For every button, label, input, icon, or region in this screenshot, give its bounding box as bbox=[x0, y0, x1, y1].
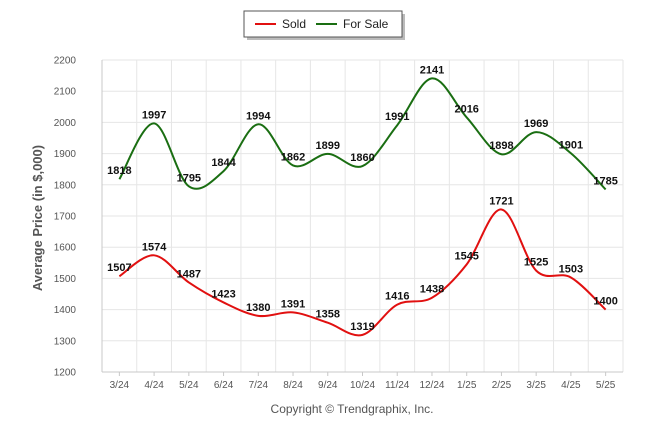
data-label-sold: 1507 bbox=[107, 262, 131, 274]
x-tick-label: 3/24 bbox=[110, 380, 130, 391]
data-label-for-sale: 1991 bbox=[385, 111, 409, 123]
x-tick-label: 4/25 bbox=[561, 380, 581, 391]
data-label-for-sale: 1899 bbox=[316, 140, 340, 152]
data-label-sold: 1400 bbox=[593, 296, 617, 308]
data-label-sold: 1487 bbox=[177, 268, 201, 280]
x-tick-label: 5/25 bbox=[596, 380, 616, 391]
axis-layer: 1200 1300 1400 1500 1600 1700 1800 1900 2000 2100… bbox=[54, 56, 623, 391]
y-tick-label: 1300 bbox=[54, 336, 77, 347]
data-label-for-sale: 1818 bbox=[107, 165, 131, 177]
x-tick-label: 2/25 bbox=[492, 380, 512, 391]
y-tick-label: 1800 bbox=[54, 180, 77, 191]
data-label-sold: 1525 bbox=[524, 257, 548, 269]
x-tick-label: 6/24 bbox=[214, 380, 234, 391]
data-label-layer: 1507 1574 1487 1423 1380 1391 1358 1319 1416 1438… bbox=[107, 64, 618, 332]
data-label-sold: 1503 bbox=[559, 263, 583, 275]
data-label-for-sale: 1997 bbox=[142, 109, 166, 121]
data-label-for-sale: 2016 bbox=[454, 103, 478, 115]
x-tick-label: 5/24 bbox=[179, 380, 199, 391]
data-label-sold: 1391 bbox=[281, 298, 305, 310]
series-line-for-sale[interactable] bbox=[118, 77, 607, 191]
x-tick-label: 1/25 bbox=[457, 380, 477, 391]
x-tick-label: 11/24 bbox=[385, 380, 410, 391]
y-tick-label: 1200 bbox=[54, 368, 77, 379]
data-label-for-sale: 2141 bbox=[420, 64, 444, 76]
data-label-sold: 1721 bbox=[489, 195, 513, 207]
series-layer bbox=[118, 77, 607, 337]
data-label-sold: 1358 bbox=[316, 309, 340, 321]
y-tick-label: 2000 bbox=[54, 118, 77, 129]
y-tick-label: 2200 bbox=[54, 56, 77, 67]
y-tick-label: 1400 bbox=[54, 305, 77, 316]
y-tick-label: 1600 bbox=[54, 243, 77, 254]
y-tick-label: 1700 bbox=[54, 212, 77, 223]
data-label-sold: 1438 bbox=[420, 284, 444, 296]
data-label-for-sale: 1994 bbox=[246, 110, 271, 122]
y-tick-label: 1900 bbox=[54, 149, 77, 160]
data-label-sold: 1574 bbox=[142, 241, 167, 253]
copyright-footer: Copyright © Trendgraphix, Inc. bbox=[271, 402, 434, 416]
data-label-sold: 1423 bbox=[211, 288, 235, 300]
x-tick-label: 7/24 bbox=[249, 380, 269, 391]
x-tick-label: 3/25 bbox=[526, 380, 546, 391]
legend-label-sold[interactable]: Sold bbox=[282, 17, 306, 31]
data-label-for-sale: 1862 bbox=[281, 151, 305, 163]
y-tick-label: 1500 bbox=[54, 274, 77, 285]
x-tick-label: 10/24 bbox=[350, 380, 375, 391]
x-tick-label: 8/24 bbox=[283, 380, 303, 391]
y-tick-label: 2100 bbox=[54, 87, 77, 98]
y-axis-title: Average Price (in $,000) bbox=[30, 145, 45, 291]
data-label-for-sale: 1901 bbox=[559, 139, 583, 151]
series-line-sold[interactable] bbox=[118, 208, 607, 337]
data-label-sold: 1380 bbox=[246, 302, 270, 314]
data-label-for-sale: 1795 bbox=[177, 172, 201, 184]
legend: Sold For Sale bbox=[243, 10, 405, 40]
data-label-sold: 1319 bbox=[350, 321, 374, 333]
data-label-sold: 1545 bbox=[454, 250, 478, 262]
legend-label-for-sale[interactable]: For Sale bbox=[343, 17, 389, 31]
x-tick-label: 9/24 bbox=[318, 380, 338, 391]
data-label-sold: 1416 bbox=[385, 291, 409, 303]
x-tick-label: 4/24 bbox=[144, 380, 164, 391]
data-label-for-sale: 1969 bbox=[524, 118, 548, 130]
data-label-for-sale: 1844 bbox=[211, 157, 236, 169]
data-label-for-sale: 1898 bbox=[489, 140, 513, 152]
data-label-for-sale: 1785 bbox=[593, 175, 617, 187]
data-label-for-sale: 1860 bbox=[350, 152, 374, 164]
x-tick-label: 12/24 bbox=[419, 380, 444, 391]
